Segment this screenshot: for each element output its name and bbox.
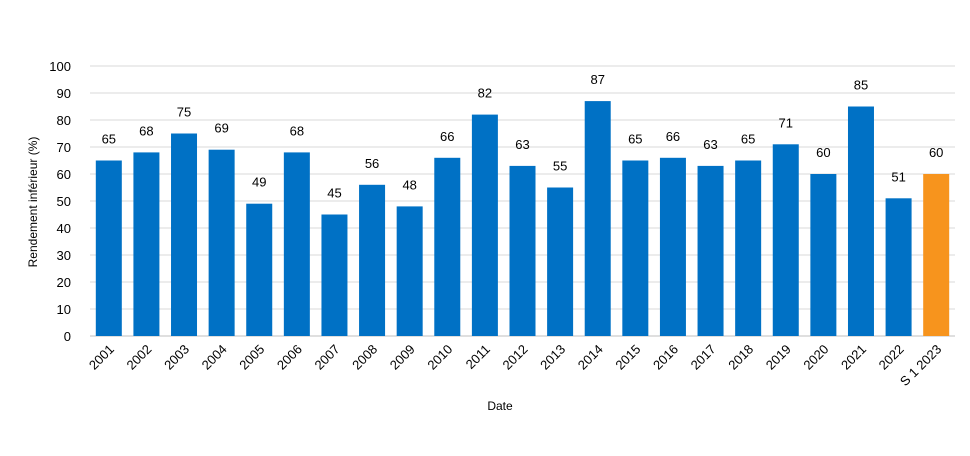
x-tick-label: 2001 (86, 342, 117, 373)
x-tick-label: 2014 (575, 342, 606, 373)
x-tick-label: 2011 (463, 342, 493, 372)
data-labels: 65 68 75 69 49 68 45 56 48 66 82 63 55 87 65 66 63 65 71 60… (102, 72, 944, 200)
y-tick-label: 20 (57, 275, 71, 290)
bar-2016 (659, 157, 686, 336)
data-label: 65 (628, 132, 642, 147)
data-label: 55 (553, 159, 567, 174)
data-label: 49 (252, 175, 266, 190)
x-tick-label: 2013 (537, 342, 568, 373)
data-label: 71 (779, 115, 793, 130)
x-axis-ticks: 2001 2002 2003 2004 2005 2006 2007 2008 2009 2010… (86, 342, 944, 389)
bar-2012 (509, 165, 536, 336)
x-tick-label: 2010 (424, 342, 455, 373)
x-tick-label: 2017 (688, 342, 719, 373)
bars (95, 101, 950, 336)
data-label: 65 (741, 132, 755, 147)
data-label: 69 (214, 121, 228, 136)
bar-2004 (208, 149, 235, 336)
x-tick-label: 2004 (199, 342, 230, 373)
data-label: 51 (891, 169, 905, 184)
data-label: 87 (590, 72, 604, 87)
bar-2003 (171, 133, 198, 336)
data-label: 68 (139, 123, 153, 138)
bar-2002 (133, 152, 160, 336)
bar-s-1-2023 (923, 174, 950, 336)
data-label: 66 (666, 129, 680, 144)
y-tick-label: 40 (57, 221, 71, 236)
x-tick-label: 2022 (876, 342, 907, 373)
bar-2007 (321, 214, 348, 336)
x-tick-label: 2008 (349, 342, 380, 373)
y-tick-label: 50 (57, 194, 71, 209)
bar-2020 (810, 174, 837, 336)
x-tick-label: 2007 (312, 342, 343, 373)
data-label: 85 (854, 78, 868, 93)
bar-2011 (471, 114, 498, 336)
x-tick-label: 2005 (236, 342, 267, 373)
data-label: 66 (440, 129, 454, 144)
data-label: 65 (102, 132, 116, 147)
data-label: 63 (703, 137, 717, 152)
bar-2009 (396, 206, 423, 336)
y-axis-ticks: 0 10 20 30 40 50 60 70 80 90 100 (49, 59, 71, 344)
x-tick-label: 2006 (274, 342, 305, 373)
x-tick-label: 2012 (500, 342, 531, 373)
bar-2022 (885, 198, 912, 336)
bar-2005 (246, 203, 273, 336)
data-label: 56 (365, 156, 379, 171)
data-label: 60 (816, 145, 830, 160)
y-tick-label: 10 (57, 302, 71, 317)
bar-2013 (547, 187, 574, 336)
bar-2008 (359, 184, 386, 336)
x-tick-label: 2020 (800, 342, 831, 373)
data-label: 45 (327, 186, 341, 201)
x-tick-label: S 1 2023 (897, 342, 944, 389)
data-label: 68 (290, 123, 304, 138)
y-tick-label: 60 (57, 167, 71, 182)
x-tick-label: 2021 (838, 342, 869, 373)
x-tick-label: 2015 (612, 342, 643, 373)
bar-2001 (95, 160, 122, 336)
bar-2006 (283, 152, 310, 336)
bar-2021 (847, 106, 874, 336)
bar-2014 (584, 101, 611, 336)
x-tick-label: 2016 (650, 342, 681, 373)
bar-2019 (772, 144, 799, 336)
y-tick-label: 30 (57, 248, 71, 263)
bar-2017 (697, 165, 724, 336)
x-tick-label: 2002 (123, 342, 154, 373)
x-tick-label: 2018 (725, 342, 756, 373)
data-label: 63 (515, 137, 529, 152)
x-tick-label: 2009 (387, 342, 418, 373)
y-tick-label: 80 (57, 113, 71, 128)
data-label: 48 (402, 177, 416, 192)
bar-2015 (622, 160, 649, 336)
bar-2010 (434, 157, 461, 336)
bar-2018 (735, 160, 762, 336)
data-label: 75 (177, 105, 191, 120)
y-tick-label: 0 (64, 329, 71, 344)
y-tick-label: 90 (57, 86, 71, 101)
x-tick-label: 2019 (763, 342, 794, 373)
data-label: 82 (478, 86, 492, 101)
x-axis-title: Date (487, 399, 513, 413)
y-axis-title: Rendement inférieur (%) (26, 137, 40, 268)
data-label: 60 (929, 145, 943, 160)
y-tick-label: 100 (49, 59, 71, 74)
x-tick-label: 2003 (161, 342, 192, 373)
y-tick-label: 70 (57, 140, 71, 155)
